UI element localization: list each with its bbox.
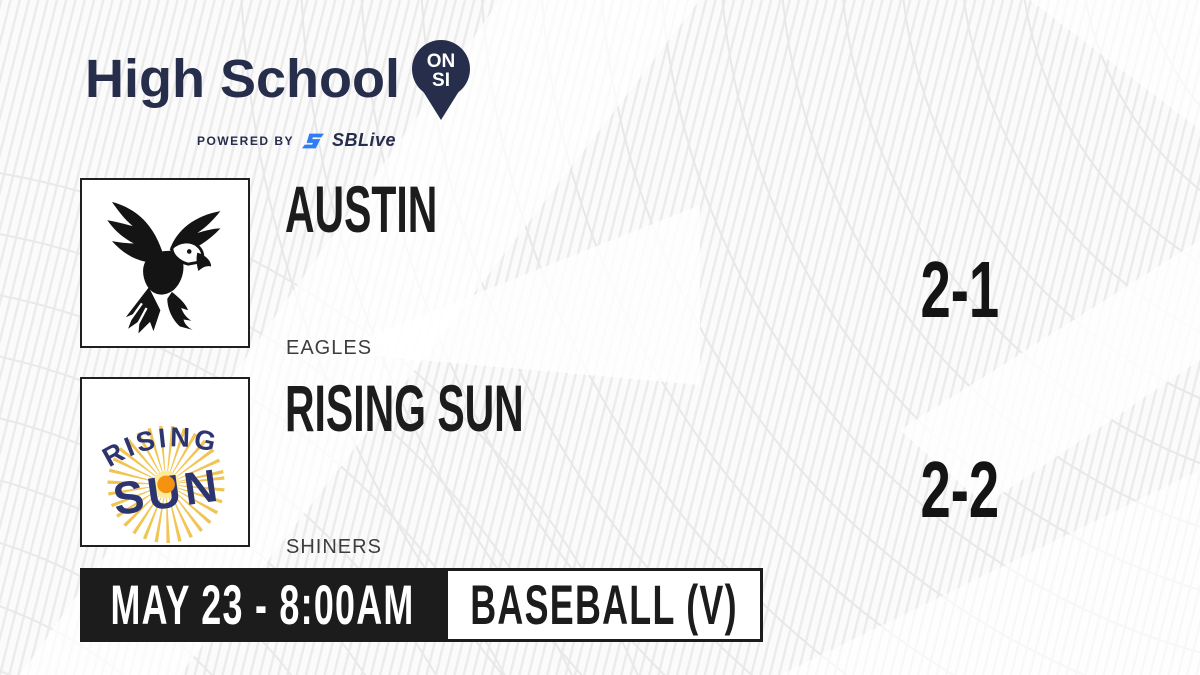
brand-header: High School ON SI POWERED BY SBLive	[85, 40, 472, 151]
team2-mascot: SHINERS	[286, 536, 382, 558]
event-datetime-box: MAY 23 - 8:00AM	[80, 568, 445, 642]
event-sport: BASEBALL (V)	[470, 573, 738, 636]
team2-record: 2-2	[920, 445, 1000, 534]
sblive-bolt-icon	[302, 133, 325, 148]
event-datetime: MAY 23 - 8:00AM	[110, 573, 415, 636]
badge-line1: ON	[427, 51, 456, 72]
powered-by-row: POWERED BY SBLive	[197, 130, 472, 151]
powered-by-label: POWERED BY	[197, 133, 295, 148]
event-sport-box: BASEBALL (V)	[445, 568, 763, 642]
eagle-icon	[107, 201, 221, 334]
sblive-wordmark: SBLive	[332, 130, 397, 150]
brand-title: High School	[85, 49, 400, 109]
team2-name: RISING SUN	[285, 371, 524, 445]
team1-record: 2-1	[920, 245, 1000, 334]
team1-name: AUSTIN	[285, 172, 438, 246]
team1-logo-box	[80, 178, 250, 348]
team1-mascot: EAGLES	[286, 337, 373, 359]
badge-line2: SI	[432, 70, 450, 91]
on-si-pin-icon: ON SI	[411, 40, 470, 120]
rising-sun-icon: RISING SUN	[95, 414, 226, 543]
team2-logo-box: RISING SUN	[80, 377, 250, 547]
